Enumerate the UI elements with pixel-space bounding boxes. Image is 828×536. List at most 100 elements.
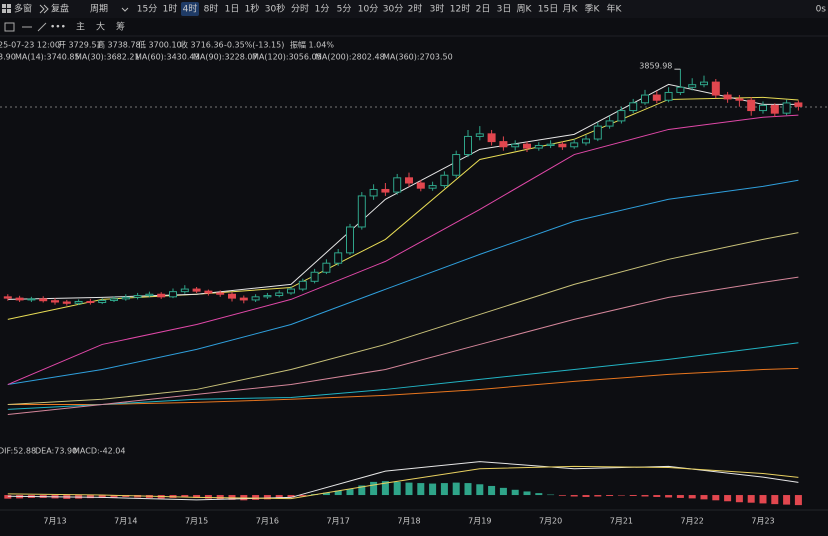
- period[interactable]: 2日: [476, 4, 491, 15]
- macd-bar: [523, 491, 531, 496]
- candle-body: [192, 288, 201, 292]
- period[interactable]: 季K: [585, 3, 601, 15]
- candle-body: [145, 293, 154, 297]
- toolbar: [0, 0, 828, 18]
- period[interactable]: 3时: [430, 3, 445, 15]
- tool-icon[interactable]: •••: [50, 23, 66, 33]
- tool-icon[interactable]: [4, 22, 15, 32]
- candle-body: [39, 298, 48, 302]
- x-tick-label: 7月20: [539, 517, 562, 526]
- main-tool[interactable]: 筹: [116, 21, 125, 33]
- x-tick-label: 7月18: [397, 517, 420, 526]
- main-tool[interactable]: 主: [76, 21, 85, 33]
- period[interactable]: 2时: [408, 3, 423, 15]
- period[interactable]: 10分: [358, 4, 378, 15]
- macd-bar: [476, 484, 484, 496]
- candle-body: [723, 94, 732, 100]
- macd-bar: [110, 495, 118, 498]
- period[interactable]: 1分: [315, 4, 330, 15]
- macd-bar: [334, 490, 342, 496]
- candle-body: [239, 297, 248, 301]
- ma-line: [7, 114, 799, 385]
- period[interactable]: 15日: [538, 4, 558, 15]
- candle-body: [169, 291, 177, 298]
- period[interactable]: 周K: [517, 4, 533, 15]
- candle-body: [534, 144, 543, 149]
- ohlc-info: 开 3729.51: [58, 41, 102, 50]
- period[interactable]: 1日: [225, 4, 240, 15]
- ma-legend: MA(14):3740.85: [15, 53, 80, 62]
- period[interactable]: 分时: [291, 3, 309, 15]
- x-tick-label: 7月13: [43, 517, 66, 526]
- macd-bar: [464, 483, 472, 496]
- period[interactable]: 年K: [607, 3, 623, 15]
- candle-body: [523, 143, 531, 149]
- candle-body: [593, 125, 602, 140]
- ma-legend: MA(90):3228.07: [193, 53, 258, 62]
- period[interactable]: 月K: [563, 4, 579, 15]
- ohlc-info: 振幅 1.04%: [290, 40, 334, 50]
- candle-body: [110, 298, 118, 301]
- x-tick-label: 7月16: [256, 517, 279, 526]
- candle-body: [369, 188, 378, 197]
- multi-window-icon[interactable]: [2, 4, 11, 13]
- period-menu[interactable]: 周期: [90, 4, 108, 15]
- macd-bar: [771, 495, 779, 505]
- macd-bar: [582, 495, 590, 497]
- candle-body: [487, 133, 496, 143]
- tool-icon[interactable]: [37, 22, 47, 32]
- period-selected: [181, 2, 199, 16]
- macd-bar: [216, 495, 224, 500]
- period[interactable]: 30分: [383, 4, 403, 15]
- macd-bar: [570, 495, 578, 497]
- macd-bar: [417, 483, 425, 496]
- x-tick-label: 7月22: [681, 517, 704, 526]
- candle-body: [440, 174, 449, 187]
- macd-bar: [393, 481, 401, 496]
- macd-bar: [535, 493, 543, 496]
- macd-bar: [452, 482, 460, 496]
- candle-body: [121, 296, 130, 300]
- macd-bar: [712, 495, 720, 501]
- macd-line: [7, 461, 799, 501]
- ma-line: [7, 342, 799, 410]
- main-tool[interactable]: 大: [96, 21, 105, 33]
- candle-body: [346, 226, 354, 254]
- period[interactable]: 1秒: [245, 3, 260, 15]
- replay[interactable]: 复盘: [51, 3, 69, 15]
- candle-body: [298, 280, 307, 290]
- period[interactable]: 8时: [204, 3, 219, 15]
- macd-legend: DEA:73.90: [35, 447, 77, 456]
- caret: [121, 7, 129, 12]
- candle-body: [381, 188, 390, 193]
- period[interactable]: 3日: [497, 4, 512, 15]
- macd-bar: [440, 483, 448, 496]
- period[interactable]: 4时: [183, 3, 198, 15]
- replay-icon[interactable]: [39, 4, 49, 14]
- annotation: 3859.98: [639, 62, 672, 71]
- candle-body: [393, 177, 402, 193]
- candle-body: [558, 143, 567, 148]
- candle-body: [310, 271, 319, 282]
- period[interactable]: 12时: [450, 3, 470, 15]
- macd-bar: [747, 495, 755, 503]
- candle-body: [770, 104, 779, 114]
- macd-bar: [783, 495, 791, 505]
- candle-body: [263, 295, 272, 298]
- candle-body: [546, 143, 555, 146]
- period[interactable]: 15分: [137, 4, 157, 15]
- period[interactable]: 1时: [163, 3, 178, 15]
- period[interactable]: 30秒: [265, 3, 285, 15]
- multi-window[interactable]: 多窗: [14, 3, 32, 15]
- candle-body: [334, 252, 343, 264]
- ohlc-info: 25-07-23 12:00: [0, 41, 60, 50]
- x-tick-label: 7月23: [751, 517, 774, 526]
- macd-legend: MACD:-42.04: [73, 447, 125, 456]
- macd-bar: [700, 495, 708, 500]
- period[interactable]: 5分: [337, 4, 352, 15]
- macd-bar: [558, 495, 566, 496]
- candle-body: [428, 185, 437, 189]
- candle-body: [216, 292, 225, 295]
